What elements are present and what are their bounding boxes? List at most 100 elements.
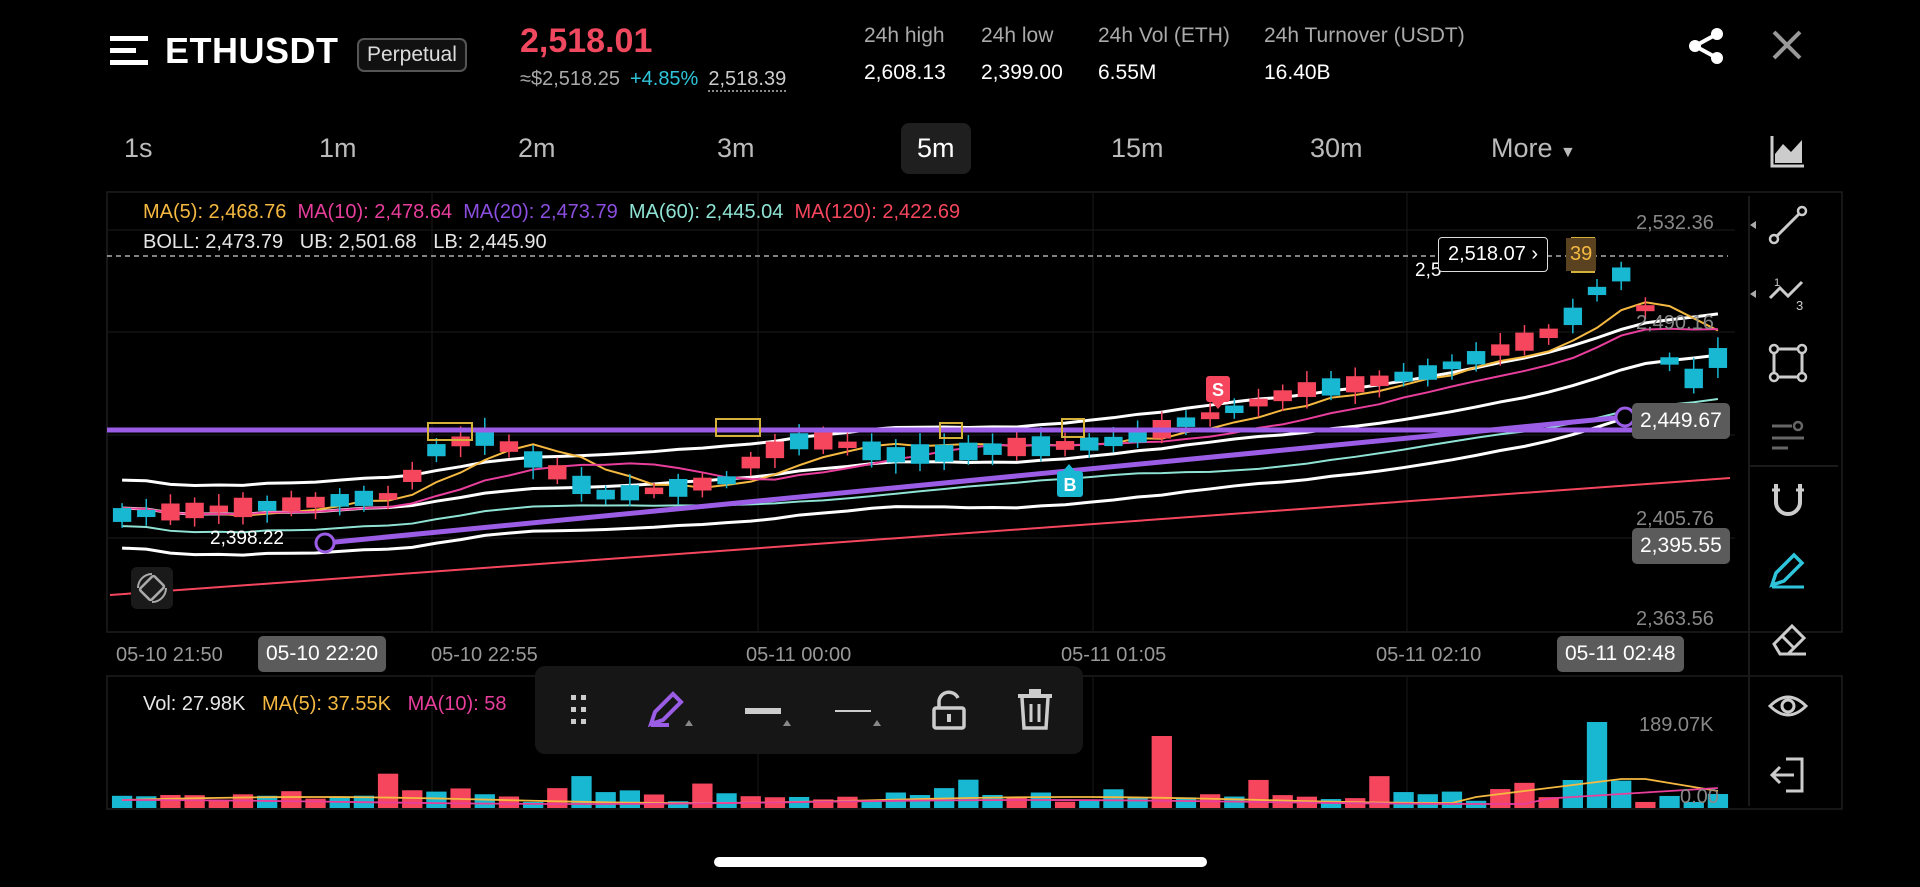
legend-vol: Vol: 27.98K (143, 693, 246, 715)
candle (669, 473, 688, 505)
candle (1660, 352, 1679, 372)
tab-more[interactable]: More ▼ (1491, 133, 1576, 164)
exit-icon[interactable] (1768, 755, 1808, 795)
tab-1s[interactable]: 1s (124, 133, 153, 163)
sell-marker[interactable]: S (1206, 376, 1230, 409)
buy-marker[interactable]: B (1057, 464, 1083, 497)
candle (572, 467, 591, 502)
volume-bar (498, 796, 520, 808)
candle (644, 482, 664, 499)
candle (959, 435, 978, 465)
volume-axis-bottom: 0.00 (1680, 786, 1719, 808)
share-icon[interactable] (1686, 26, 1726, 66)
volume-bar (1417, 794, 1438, 808)
volume-bar (1175, 797, 1197, 808)
mark-price[interactable]: 2,518.39 (708, 68, 787, 92)
volume-bar (837, 796, 858, 808)
line-width-icon[interactable] (743, 696, 795, 730)
chevron-down-icon: ▼ (1560, 144, 1576, 161)
candle (741, 451, 760, 477)
volume-bar (692, 783, 713, 808)
legend-ma5: MA(5): 2,468.76 (143, 201, 287, 223)
candle (934, 433, 954, 471)
legend-ma20: MA(20): 2,473.79 (463, 201, 618, 223)
chart-type-icon[interactable] (1770, 134, 1806, 168)
candle (1321, 371, 1341, 401)
time-tick-1: 05-10 21:50 (116, 644, 223, 666)
candle (209, 494, 228, 525)
ma60-line (122, 398, 1719, 534)
volume-bar (426, 791, 447, 808)
stat-label-high: 24h high (864, 24, 945, 47)
candle (1249, 388, 1268, 418)
candle (1394, 363, 1413, 387)
volume-bar (643, 794, 665, 808)
volume-bar (305, 798, 326, 808)
lock-icon[interactable] (931, 690, 967, 730)
stat-value-vol: 6.55M (1098, 61, 1157, 84)
candle (306, 492, 325, 520)
volume-bar (1514, 782, 1535, 808)
tab-15m[interactable]: 15m (1111, 133, 1164, 163)
candle (1466, 342, 1486, 372)
pencil-color-icon[interactable] (647, 690, 697, 732)
volume-bar (1369, 776, 1390, 808)
fib-icon[interactable]: 13 (1768, 274, 1808, 314)
trend-line-icon[interactable] (1768, 205, 1808, 245)
time-tick-2: 05-10 22:55 (431, 644, 538, 666)
volume-bar (1659, 795, 1680, 808)
legend-lb: LB: 2,445.90 (433, 231, 547, 253)
tab-5m[interactable]: 5m (901, 123, 971, 174)
tab-30m[interactable]: 30m (1310, 133, 1363, 163)
volume-bar (1586, 722, 1608, 808)
candle (1225, 398, 1244, 419)
candle (1587, 278, 1607, 302)
volume-bar (1538, 797, 1559, 808)
ma-legend: MA(5): 2,468.76 MA(10): 2,478.64 MA(20):… (143, 201, 960, 224)
stat-label-turnover: 24h Turnover (USDT) (1264, 24, 1465, 47)
current-price-tag[interactable]: 2,518.07 › (1438, 237, 1549, 272)
candle (886, 439, 906, 474)
volume-bar (1490, 789, 1511, 808)
volume-bar (111, 795, 133, 808)
ma120-line (109, 477, 1731, 596)
tab-2m[interactable]: 2m (518, 133, 556, 163)
candle (378, 485, 398, 510)
volume-axis-top: 189.07K (1639, 714, 1714, 736)
trash-icon[interactable] (1017, 688, 1053, 730)
candle (1273, 384, 1292, 412)
volume-bar (281, 791, 302, 808)
candle (403, 461, 422, 490)
reset-view-icon[interactable] (130, 566, 174, 610)
pencil-icon[interactable] (1768, 549, 1808, 589)
candle (1128, 420, 1147, 449)
sell-marker-label: S (1212, 380, 1224, 400)
line-style-icon[interactable] (833, 696, 885, 730)
close-icon[interactable] (1770, 28, 1804, 62)
drawn-line-price-b: 2,395.55 (1632, 528, 1730, 564)
candle (1442, 354, 1462, 380)
volume-bar (813, 799, 834, 808)
rectangle-icon[interactable] (1768, 343, 1808, 383)
candle (765, 433, 785, 469)
price-subline: ≈$2,518.25 +4.85% 2,518.39 (520, 68, 787, 92)
eye-icon[interactable] (1768, 686, 1808, 726)
left-price-tag: 2,5 (1415, 260, 1442, 281)
tab-1m[interactable]: 1m (319, 133, 357, 163)
settings-lines-icon[interactable] (1768, 412, 1808, 452)
volume-bar (571, 776, 592, 808)
candle (1708, 337, 1728, 378)
candle (1563, 298, 1583, 334)
tab-3m[interactable]: 3m (717, 133, 755, 163)
volume-bar (1562, 780, 1583, 808)
time-tick-4: 05-11 01:05 (1061, 644, 1167, 666)
volume-bar (208, 800, 229, 808)
volume-bar (619, 790, 641, 808)
menu-icon[interactable] (110, 34, 148, 68)
eraser-icon[interactable] (1768, 618, 1808, 658)
volume-bar (1079, 799, 1100, 808)
symbol-title[interactable]: ETHUSDT (165, 30, 339, 71)
magnet-icon[interactable] (1768, 480, 1808, 520)
candle (1346, 367, 1365, 405)
drag-handle-icon[interactable] (569, 693, 589, 727)
